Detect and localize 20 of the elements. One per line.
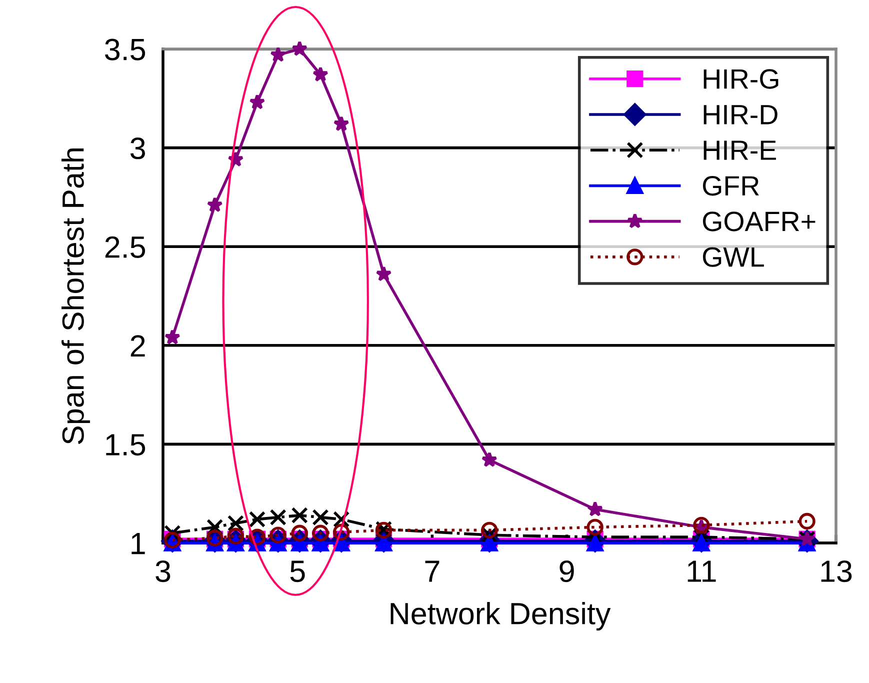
x-tick-label: 9 — [560, 560, 574, 582]
x-tick-label: 11 — [688, 560, 716, 582]
legend-label: HIR-E — [704, 140, 776, 160]
legend-label: GOAFR+ — [702, 212, 816, 232]
legend-label: HIR-G — [704, 69, 778, 89]
legend-label: GWL — [702, 247, 764, 267]
x-tick-label: 7 — [425, 560, 440, 582]
y-tick-label: 3.5 — [105, 38, 146, 60]
y-tick-label: 1.5 — [106, 434, 146, 456]
y-axis-title: Span of Shortest Path — [61, 148, 90, 444]
x-tick-label: 13 — [821, 560, 852, 582]
x-tick-label: 3 — [156, 560, 170, 582]
y-tick-label: 2.5 — [105, 236, 146, 258]
y-tick-label: 2 — [130, 335, 145, 356]
y-tick-label: 1 — [132, 533, 145, 554]
x-axis-title: Network Density — [390, 602, 611, 631]
y-tick-label: 3 — [130, 138, 145, 160]
legend-label: HIR-D — [704, 105, 778, 124]
legend-label: GFR — [702, 176, 759, 196]
x-tick-label: 5 — [290, 560, 305, 582]
